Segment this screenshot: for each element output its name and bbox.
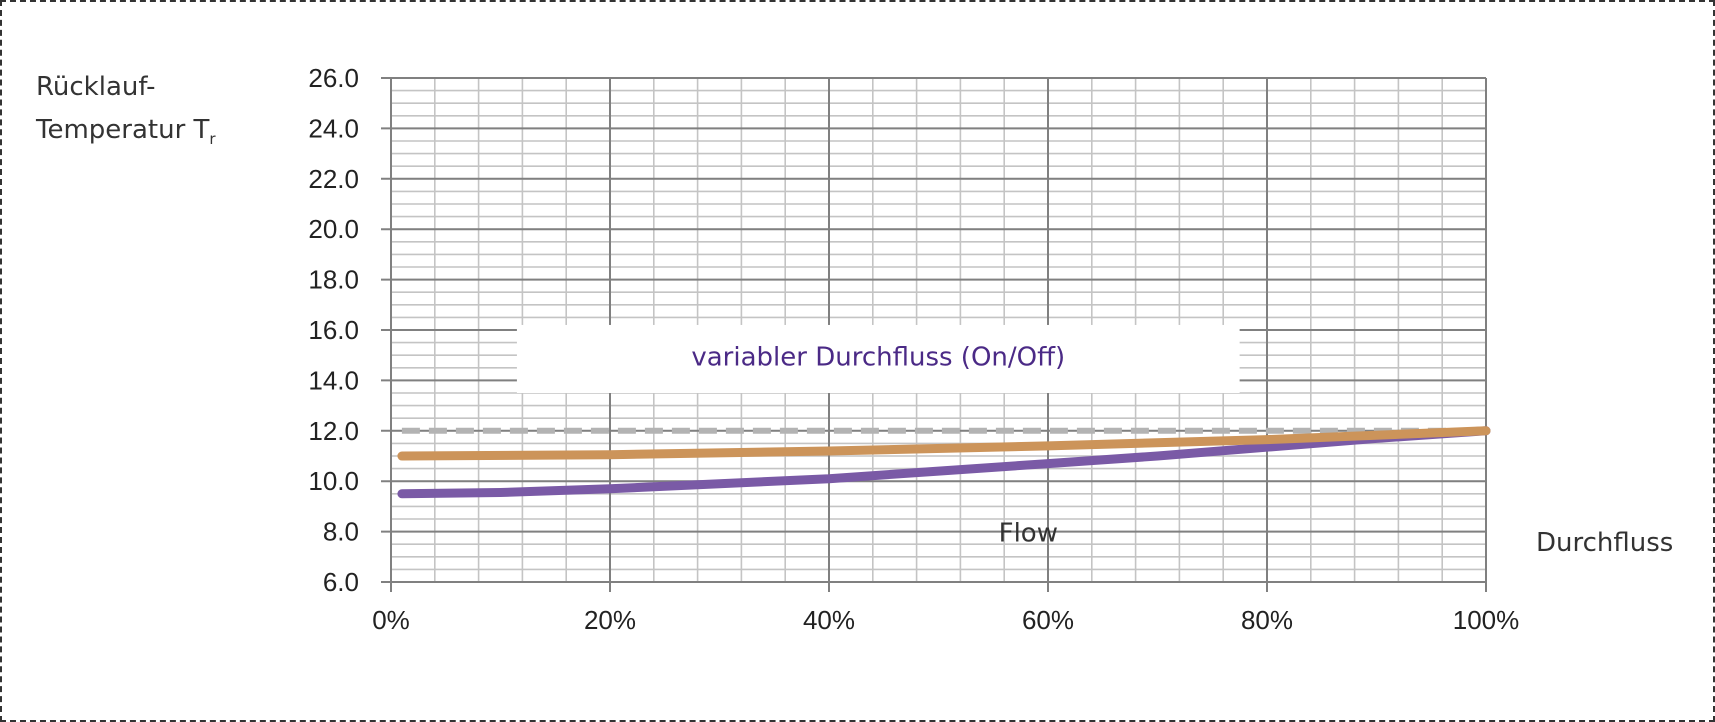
annotation-box: variabler Durchfluss (On/Off) Flow	[516, 324, 1240, 549]
y-axis-title-subscript: r	[209, 130, 216, 148]
x-tick-label: 40%	[803, 605, 855, 635]
x-axis-outer-title: Durchfluss	[1536, 528, 1674, 558]
y-tick-label: 6.0	[323, 567, 359, 597]
inner-x-label: Flow	[999, 519, 1058, 549]
y-tick-label: 20.0	[308, 214, 359, 244]
series-line-1	[397, 426, 1491, 461]
y-tick-label: 14.0	[308, 365, 359, 395]
annotation-background	[516, 324, 1240, 393]
y-tick-label: 12.0	[308, 416, 359, 446]
series-group	[397, 426, 1491, 499]
x-tick-label: 100%	[1453, 605, 1520, 635]
x-tick-label: 80%	[1241, 605, 1293, 635]
y-tick-label: 24.0	[308, 113, 359, 143]
y-axis-title-line2: Temperatur Tr	[36, 115, 216, 148]
x-tick-label: 0%	[372, 605, 410, 635]
y-tick-label: 10.0	[308, 466, 359, 496]
annotation-text: variabler Durchfluss (On/Off)	[691, 342, 1065, 372]
y-axis-title-line1: Rücklauf-	[36, 72, 156, 102]
x-tick-label: 20%	[584, 605, 636, 635]
series-line-0	[397, 426, 1491, 499]
y-tick-label: 26.0	[308, 63, 359, 93]
x-tick-label: 60%	[1022, 605, 1074, 635]
y-tick-label: 16.0	[308, 315, 359, 345]
tick-labels: 6.0 8.0 10.0 12.0 14.0 16.0 18.0 20.0 22.0 24.0 26…	[308, 63, 1519, 635]
y-tick-label: 18.0	[308, 265, 359, 295]
y-tick-label: 22.0	[308, 164, 359, 194]
y-tick-label: 8.0	[323, 517, 359, 547]
